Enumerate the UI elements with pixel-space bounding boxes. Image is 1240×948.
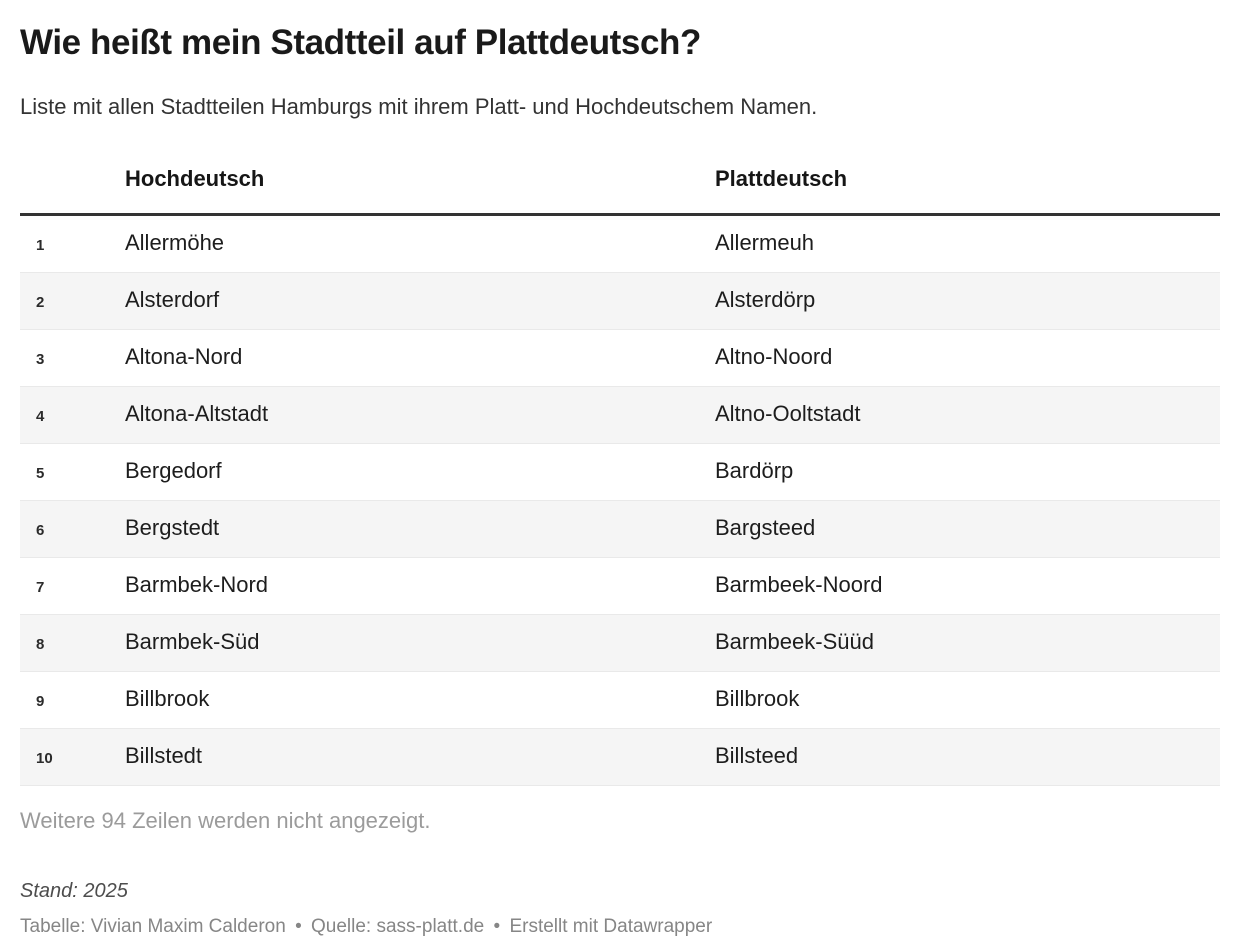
- row-number-column-header: [20, 165, 125, 215]
- table-header-row: Hochdeutsch Plattdeutsch: [20, 165, 1220, 215]
- plattdeutsch-cell: Altno-Ooltstadt: [715, 386, 1220, 444]
- hochdeutsch-cell: Bergstedt: [125, 500, 715, 558]
- stand-note: Stand: 2025: [20, 880, 128, 902]
- plattdeutsch-cell: Allermeuh: [715, 214, 1220, 273]
- table-row: 9 Billbrook Billbrook: [20, 671, 1220, 729]
- separator-dot: •: [295, 916, 302, 937]
- table-row: 1 Allermöhe Allermeuh: [20, 214, 1220, 273]
- hochdeutsch-cell: Barmbek-Nord: [125, 557, 715, 615]
- page-subtitle: Liste mit allen Stadtteilen Hamburgs mit…: [20, 94, 818, 119]
- table-credit: Tabelle: Vivian Maxim Calderon: [20, 916, 286, 937]
- row-number: 8: [20, 614, 125, 672]
- row-number: 4: [20, 386, 125, 444]
- row-number: 7: [20, 557, 125, 615]
- column-header-hochdeutsch: Hochdeutsch: [125, 166, 265, 191]
- row-number: 2: [20, 272, 125, 330]
- table-row: 3 Altona-Nord Altno-Noord: [20, 329, 1220, 387]
- row-number: 5: [20, 443, 125, 501]
- plattdeutsch-cell: Alsterdörp: [715, 272, 1220, 330]
- plattdeutsch-cell: Bardörp: [715, 443, 1220, 501]
- stadtteile-table: Hochdeutsch Plattdeutsch 1 Allermöhe Aller…: [20, 165, 1220, 786]
- hochdeutsch-cell: Altona-Altstadt: [125, 386, 715, 444]
- hochdeutsch-cell: Allermöhe: [125, 214, 715, 273]
- hochdeutsch-cell: Bergedorf: [125, 443, 715, 501]
- plattdeutsch-cell: Barmbeek-Süüd: [715, 614, 1220, 672]
- row-number: 6: [20, 500, 125, 558]
- table-row: 8 Barmbek-Süd Barmbeek-Süüd: [20, 614, 1220, 672]
- plattdeutsch-cell: Altno-Noord: [715, 329, 1220, 387]
- table-row: 10 Billstedt Billsteed: [20, 728, 1220, 786]
- table-row: 5 Bergedorf Bardörp: [20, 443, 1220, 501]
- source-label: Quelle:: [311, 916, 372, 937]
- plattdeutsch-cell: Bargsteed: [715, 500, 1220, 558]
- created-with-label: Erstellt mit: [509, 916, 599, 937]
- plattdeutsch-cell: Billsteed: [715, 728, 1220, 786]
- plattdeutsch-cell: Billbrook: [715, 671, 1220, 729]
- hochdeutsch-cell: Altona-Nord: [125, 329, 715, 387]
- table-row: 4 Altona-Altstadt Altno-Ooltstadt: [20, 386, 1220, 444]
- hochdeutsch-cell: Barmbek-Süd: [125, 614, 715, 672]
- table-row: 2 Alsterdorf Alsterdörp: [20, 272, 1220, 330]
- hochdeutsch-cell: Billbrook: [125, 671, 715, 729]
- table-row: 6 Bergstedt Bargsteed: [20, 500, 1220, 558]
- hochdeutsch-cell: Billstedt: [125, 728, 715, 786]
- hochdeutsch-cell: Alsterdorf: [125, 272, 715, 330]
- table-row: 7 Barmbek-Nord Barmbeek-Noord: [20, 557, 1220, 615]
- plattdeutsch-cell: Barmbeek-Noord: [715, 557, 1220, 615]
- row-number: 10: [20, 728, 125, 786]
- column-header-plattdeutsch: Plattdeutsch: [715, 166, 848, 191]
- credits-line: Tabelle: Vivian Maxim Calderon • Quelle:…: [20, 915, 1220, 939]
- source-link[interactable]: sass-platt.de: [376, 916, 485, 937]
- table-body: 1 Allermöhe Allermeuh 2 Alsterdorf Alsterdörp…: [20, 214, 1220, 786]
- datawrapper-link[interactable]: Datawrapper: [603, 916, 713, 937]
- row-number: 1: [20, 214, 125, 273]
- truncation-notice: Weitere 94 Zeilen werden nicht angezeigt…: [20, 808, 431, 833]
- row-number: 9: [20, 671, 125, 729]
- page-title: Wie heißt mein Stadtteil auf Plattdeutsc…: [20, 23, 702, 62]
- row-number: 3: [20, 329, 125, 387]
- separator-dot: •: [493, 916, 501, 937]
